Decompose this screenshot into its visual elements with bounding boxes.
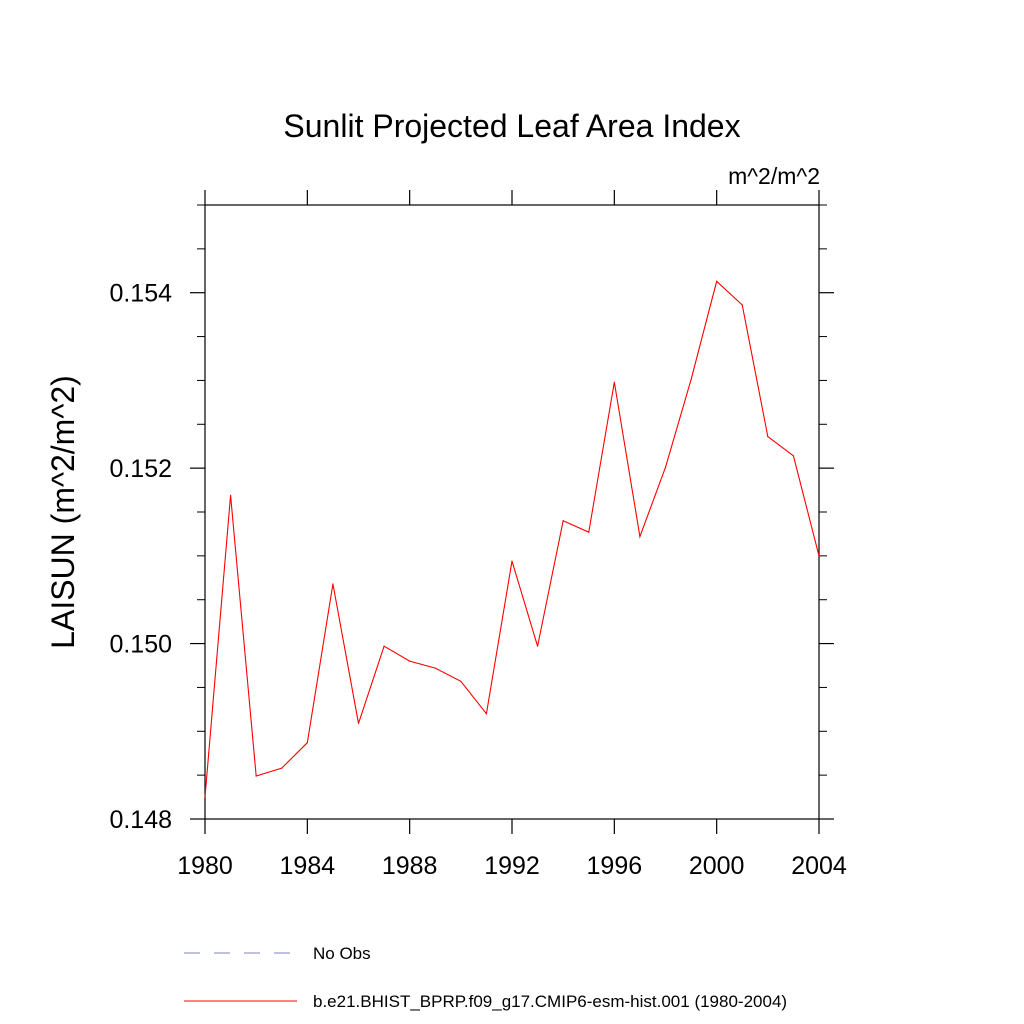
units-label: m^2/m^2 [728, 163, 820, 189]
x-tick-label: 1984 [280, 852, 336, 880]
x-tick-label: 1988 [382, 852, 438, 880]
x-tick-label: 1996 [587, 852, 643, 880]
data-point [613, 381, 615, 383]
data-point [409, 660, 411, 662]
y-tick-label: 0.154 [109, 280, 172, 308]
data-point [511, 560, 513, 562]
data-point [562, 520, 564, 522]
data-point [460, 680, 462, 682]
data-point [229, 494, 232, 496]
data-point [281, 767, 283, 769]
chart-title: Sunlit Projected Leaf Area Index [283, 108, 740, 144]
y-tick-label: 0.148 [109, 806, 172, 834]
series-line [204, 280, 820, 798]
y-tick-label: 0.150 [109, 631, 172, 659]
data-point [588, 531, 590, 533]
data-point [818, 555, 820, 557]
series-layer [204, 280, 820, 798]
data-point [255, 775, 257, 777]
data-point [306, 742, 308, 744]
x-tick-label: 1992 [484, 852, 540, 880]
x-axis-ticks: 1980 1984 1988 1992 1996 2000 2004 [177, 190, 847, 880]
data-point [204, 796, 206, 798]
legend-label: No Obs [313, 944, 371, 963]
x-tick-label: 1980 [177, 852, 233, 880]
data-point [332, 583, 334, 585]
data-point [716, 280, 718, 282]
data-point [792, 455, 795, 457]
data-point [536, 645, 539, 647]
data-point [485, 713, 488, 715]
data-point [434, 667, 436, 669]
y-axis-ticks: 0.148 0.150 0.152 0.154 [109, 204, 834, 834]
data-point [639, 535, 641, 538]
data-point [664, 466, 667, 468]
plot-frame [204, 204, 820, 820]
legend: No Obs b.e21.BHIST_BPRP.f09_g17.CMIP6-esm… [184, 944, 787, 1011]
x-tick-label: 2004 [791, 852, 847, 880]
data-point [767, 435, 769, 438]
data-point [357, 722, 360, 724]
data-point [741, 304, 743, 306]
y-axis-label: LAISUN (m^2/m^2) [45, 375, 81, 649]
data-point [383, 645, 385, 647]
data-point [690, 378, 692, 381]
y-tick-label: 0.152 [109, 455, 172, 483]
legend-label: b.e21.BHIST_BPRP.f09_g17.CMIP6-esm-hist.… [313, 992, 787, 1011]
x-tick-label: 2000 [689, 852, 745, 880]
